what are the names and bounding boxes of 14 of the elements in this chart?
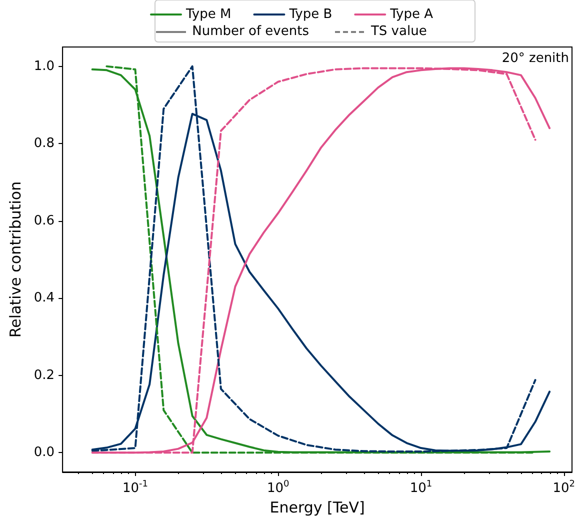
legend-label: Type B [288, 7, 332, 22]
y-tick-label: 0.6 [34, 213, 55, 228]
y-tick-label: 0.8 [34, 136, 55, 152]
y-tick-label: 1.0 [34, 58, 55, 74]
legend-label: Type A [389, 7, 434, 22]
annotation: 20° zenith [502, 51, 570, 66]
y-axis-title: Relative contribution [6, 181, 24, 338]
text: Number of events [192, 24, 309, 39]
text: TS value [370, 24, 427, 39]
y-tick-label: 0.4 [34, 290, 55, 306]
x-axis-title: Energy [TeV] [270, 498, 365, 516]
y-tick-label: 0.2 [34, 368, 55, 383]
y-tick-label: 0.0 [34, 445, 55, 460]
legend-label: Type M [185, 7, 232, 22]
